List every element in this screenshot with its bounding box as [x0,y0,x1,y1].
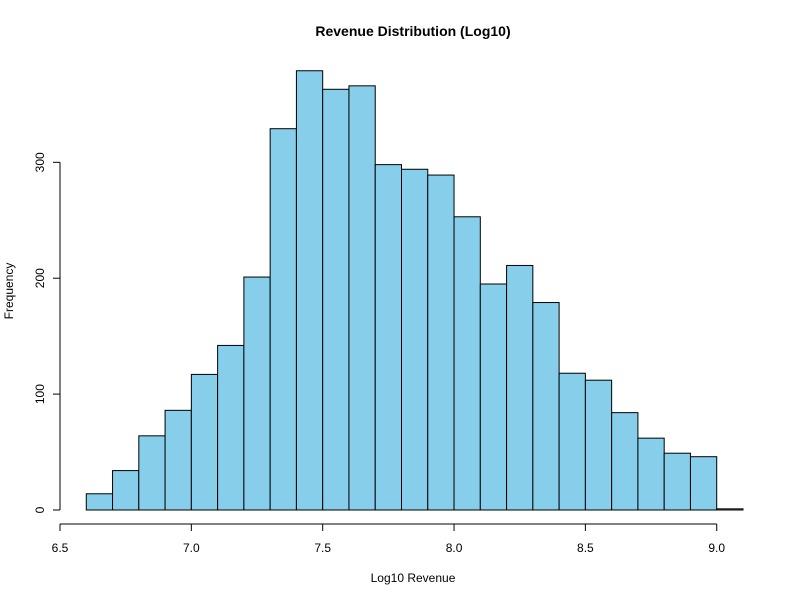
histogram-bar-10 [348,85,376,511]
histogram-bar-6 [243,276,271,511]
x-tick-label-5: 9.0 [708,541,725,555]
histogram-bar-8 [295,70,324,511]
histogram-bar-7 [269,128,297,511]
histogram-bar-3 [164,409,192,511]
y-tick-label-1: 100 [33,384,47,404]
histogram-bar-11 [374,164,403,511]
histogram-bar-0 [85,493,114,511]
x-axis: 6.5 7.0 7.5 8.0 8.5 9.0 [52,523,725,555]
histogram-bar-22 [663,452,691,511]
y-axis-label: Frequency [2,263,16,320]
histogram-bar-16 [506,264,534,511]
y-tick-label-0: 0 [33,506,47,513]
x-tick-label-2: 7.5 [314,541,331,555]
histogram-bar-18 [558,372,586,511]
x-tick-label-0: 6.5 [52,541,69,555]
histogram-bar-13 [427,174,455,511]
bars-group [85,70,744,511]
histogram-bar-14 [453,216,481,511]
histogram-bar-9 [322,88,350,511]
histogram-bar-15 [479,283,508,511]
histogram-bar-17 [532,302,560,511]
histogram-bar-5 [217,344,245,511]
histogram-bar-23 [689,456,718,511]
x-axis-label: Log10 Revenue [371,571,456,585]
histogram-bar-19 [584,379,613,511]
x-tick-label-1: 7.0 [183,541,200,555]
histogram-bar-4 [190,373,219,511]
x-tick-label-4: 8.5 [577,541,594,555]
histogram-bar-24 [716,508,744,511]
histogram-bar-21 [637,437,665,511]
chart-title: Revenue Distribution (Log10) [315,23,510,39]
y-tick-label-3: 300 [33,152,47,172]
y-axis: 0 100 200 300 [33,152,61,513]
histogram-bar-2 [138,435,166,511]
histogram-bar-1 [112,470,140,511]
histogram-bar-12 [401,168,429,511]
y-tick-label-2: 200 [33,268,47,288]
x-tick-label-3: 8.0 [446,541,463,555]
histogram-bar-20 [611,412,639,511]
